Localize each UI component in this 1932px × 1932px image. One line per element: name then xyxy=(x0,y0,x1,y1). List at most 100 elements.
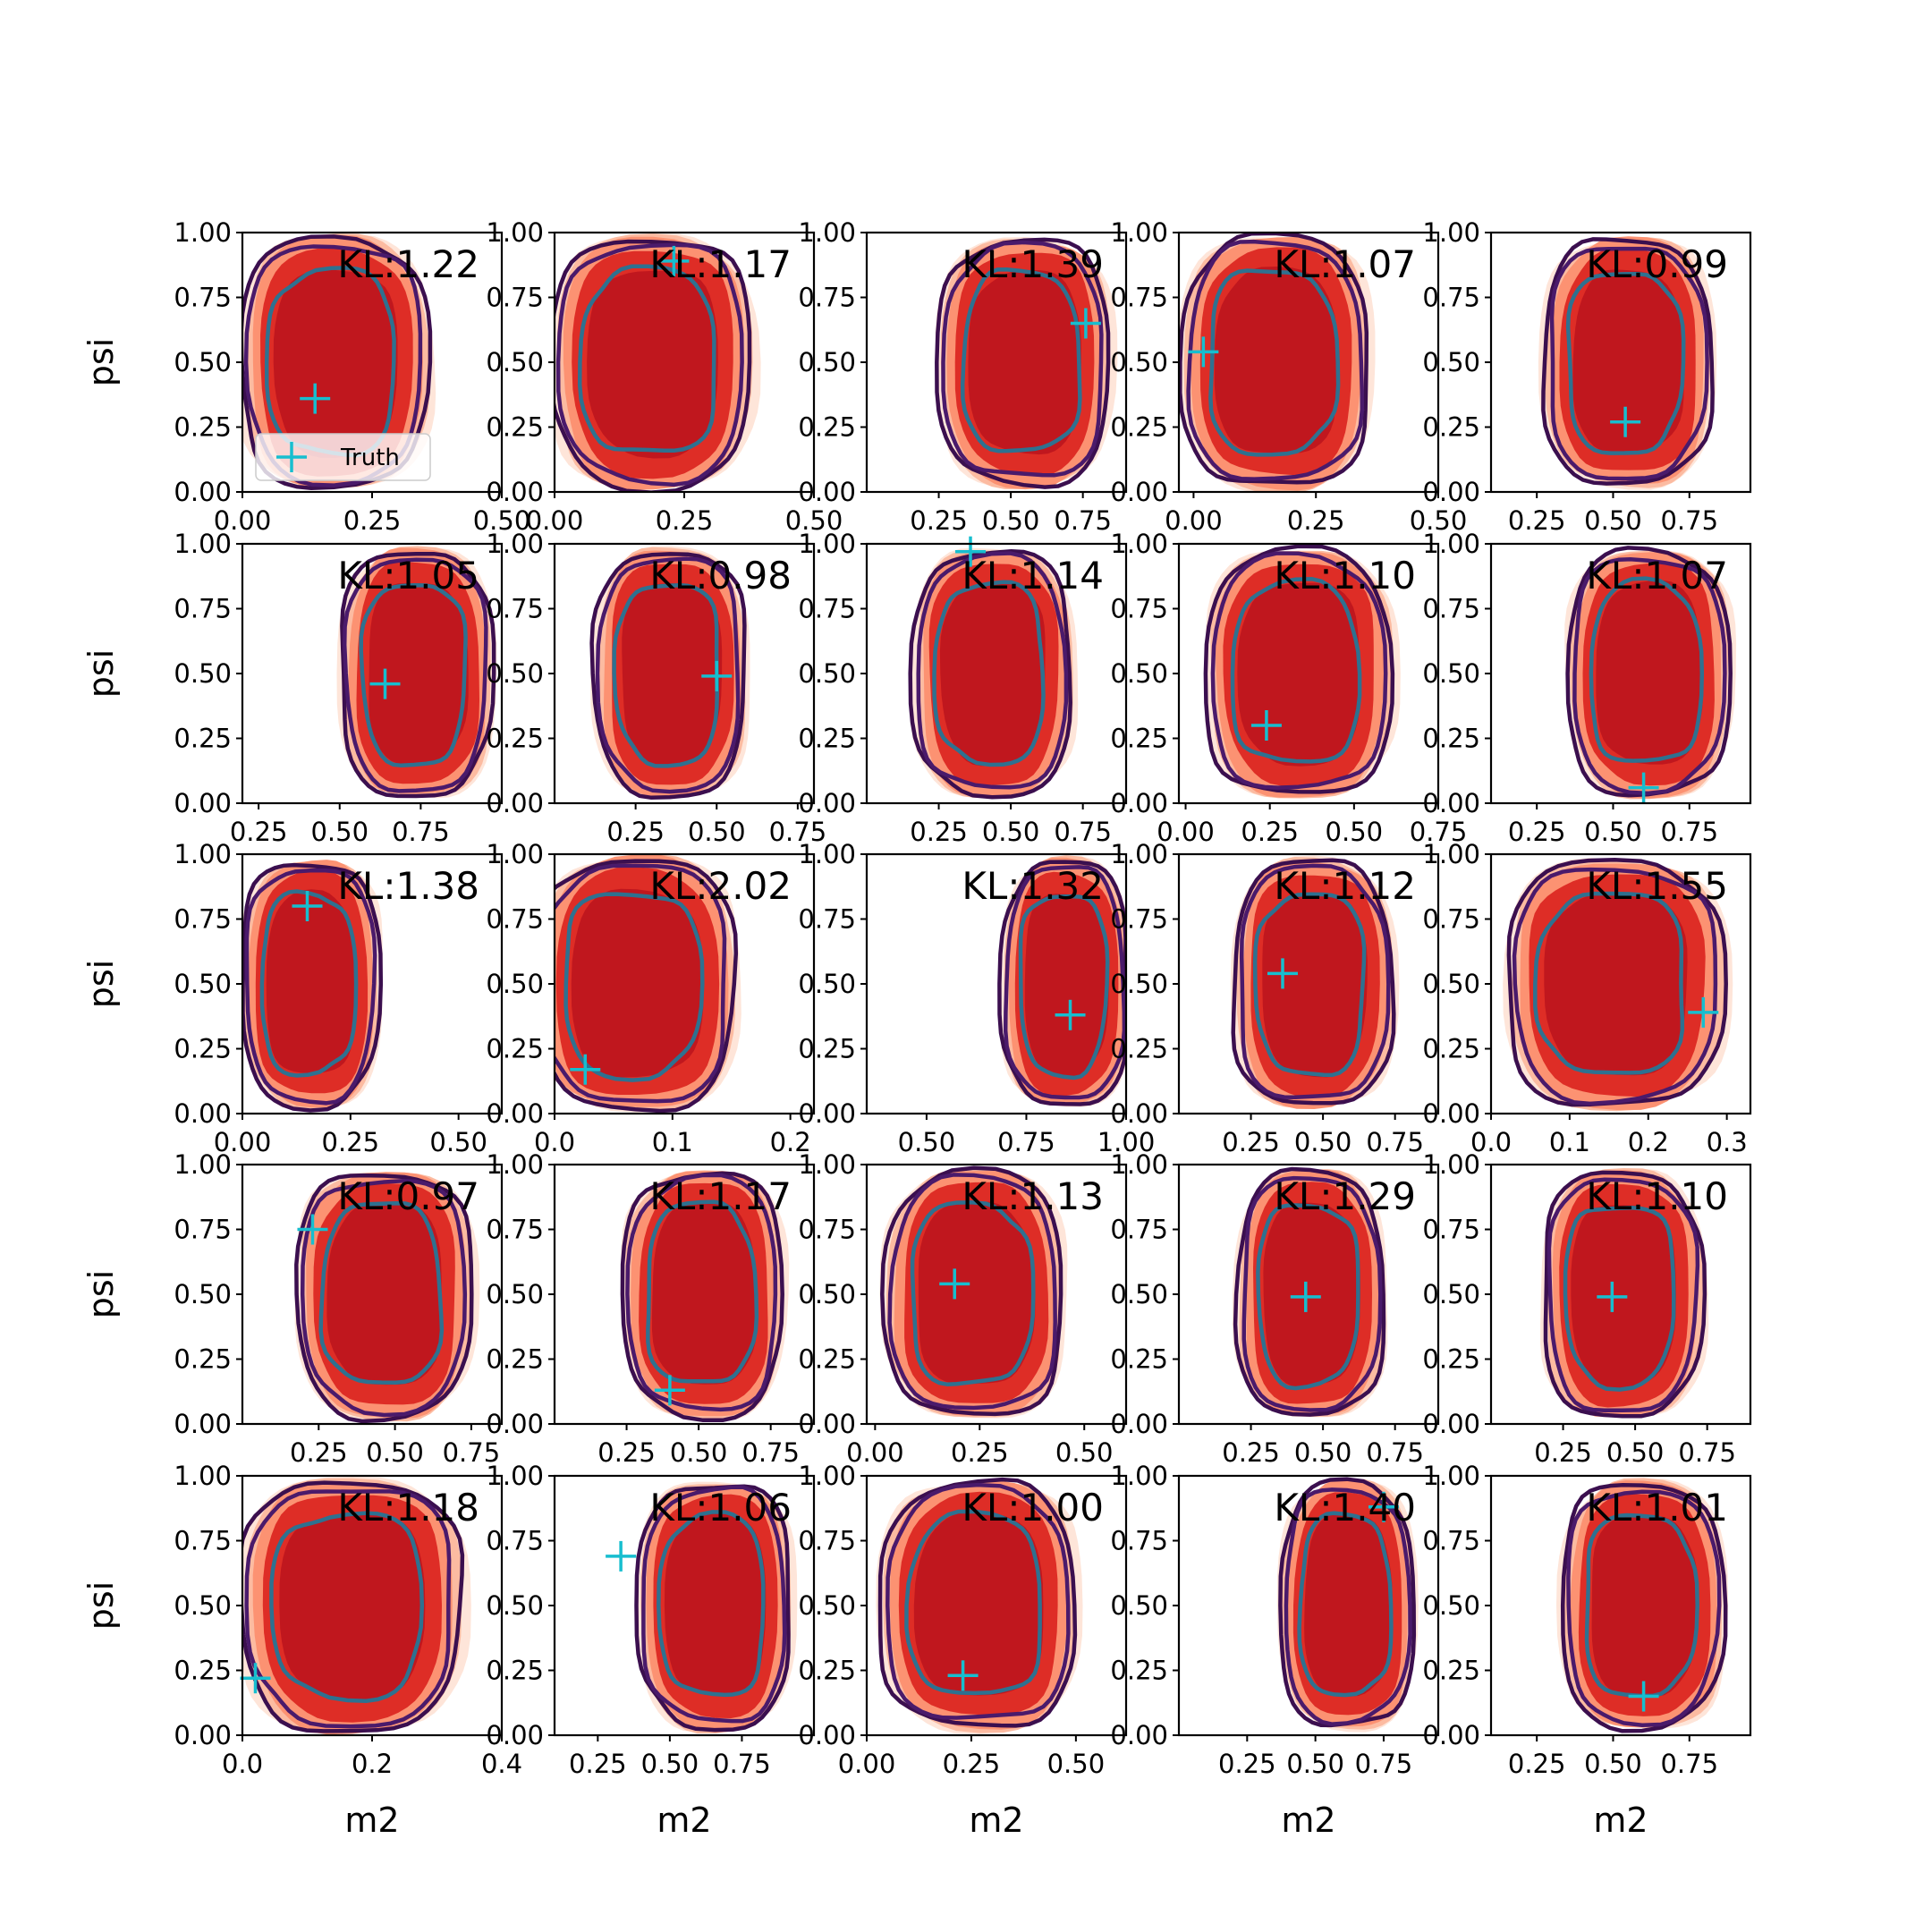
inner-contour-line xyxy=(1565,271,1686,455)
mid-contour-line xyxy=(641,1485,787,1724)
x-tick-label: 0.00 xyxy=(1157,817,1215,847)
mid-contour-line xyxy=(1239,863,1391,1099)
y-tick-label: 0.00 xyxy=(798,1098,856,1129)
truth-marker xyxy=(1188,336,1219,368)
outer-contour-line xyxy=(1506,858,1728,1107)
truth-marker xyxy=(1250,710,1282,741)
density-fill-level-4 xyxy=(622,583,723,766)
outer-contour-line xyxy=(880,1165,1063,1417)
kl-annotation: KL:1.12 xyxy=(1274,864,1416,908)
y-tick-label: 1.00 xyxy=(1110,839,1168,869)
density-fill-level-4 xyxy=(1596,580,1704,765)
outer-contour-line xyxy=(589,552,747,801)
x-tick-label: 0.25 xyxy=(1222,1127,1280,1157)
y-tick-label: 0.50 xyxy=(1422,969,1480,999)
x-tick-label: 0.50 xyxy=(785,505,843,536)
truth-marker xyxy=(606,1540,637,1572)
x-tick-label: 0.25 xyxy=(606,817,665,847)
subplot-r1-c2: 0.00 0.25 0.50 0.75 1.00 0.25 0.50 0.75 KL:1.14 xyxy=(798,529,1128,847)
y-tick-label: 0.50 xyxy=(1422,1279,1480,1309)
density-fill-level-4 xyxy=(1262,894,1368,1078)
density-fill-level-4 xyxy=(918,1201,1036,1385)
y-tick-label: 1.00 xyxy=(486,529,544,559)
legend-box xyxy=(255,433,431,481)
density-layer xyxy=(935,237,1118,490)
x-tick-label: 0.00 xyxy=(1165,505,1223,536)
y-tick-label: 0.00 xyxy=(1422,477,1480,507)
inner-contour-line xyxy=(960,267,1082,453)
x-tick-label: 0.75 xyxy=(392,817,450,847)
density-layer xyxy=(555,233,761,492)
inner-contour-line xyxy=(1256,1203,1360,1391)
y-tick-label: 0.00 xyxy=(798,788,856,818)
truth-marker xyxy=(300,383,331,414)
subplot-r0-c4: 0.00 0.25 0.50 0.75 1.00 0.25 0.50 0.75 KL:0.99 xyxy=(1422,217,1752,536)
kl-annotation: KL:1.17 xyxy=(649,242,792,286)
y-axis-label: psi xyxy=(81,1581,121,1630)
y-tick-label: 0.50 xyxy=(174,969,232,999)
density-layer xyxy=(634,1481,798,1733)
x-tick-label: 0.75 xyxy=(1660,1749,1718,1779)
y-tick-label: 0.25 xyxy=(174,1344,232,1375)
y-tick-label: 0.50 xyxy=(486,658,544,689)
mid-contour-line xyxy=(941,240,1104,478)
inner-contour-line xyxy=(1533,891,1685,1075)
x-tick-label: 0.0 xyxy=(1470,1127,1512,1157)
kl-annotation: KL:1.06 xyxy=(649,1486,792,1530)
y-tick-label: 1.00 xyxy=(1110,529,1168,559)
kl-annotation: KL:1.10 xyxy=(1586,1174,1728,1218)
density-fill-level-4 xyxy=(651,1202,758,1385)
y-tick-label: 0.75 xyxy=(1422,594,1480,624)
subplot-r2-c4: 0.00 0.25 0.50 0.75 1.00 0.0 0.1 0.2 0.3 KL:1.55 xyxy=(1422,839,1752,1157)
x-axis-label: m2 xyxy=(969,1801,1023,1840)
y-tick-label: 0.25 xyxy=(1422,1656,1480,1686)
y-axis-label: psi xyxy=(81,649,121,698)
kl-annotation: KL:0.97 xyxy=(337,1174,479,1218)
y-tick-label: 0.50 xyxy=(798,1279,856,1309)
mid-contour-line xyxy=(342,557,488,793)
x-tick-label: 0.50 xyxy=(1326,817,1384,847)
y-tick-label: 0.50 xyxy=(174,1279,232,1309)
density-fill-level-4 xyxy=(279,1513,426,1701)
y-tick-label: 0.75 xyxy=(174,1526,232,1556)
y-tick-label: 0.00 xyxy=(174,1409,232,1439)
inner-contour-line xyxy=(1584,1513,1699,1699)
y-tick-label: 0.25 xyxy=(174,1656,232,1686)
y-tick-label: 0.00 xyxy=(1110,1409,1168,1439)
y-tick-label: 1.00 xyxy=(1110,1461,1168,1491)
x-tick-label: 0.00 xyxy=(846,1437,904,1468)
inner-contour-line xyxy=(1230,576,1362,764)
y-tick-label: 1.00 xyxy=(1422,217,1480,248)
outer-contour-line xyxy=(997,860,1126,1106)
outer-contour-line xyxy=(1231,858,1396,1106)
y-tick-label: 0.75 xyxy=(486,1215,544,1245)
y-tick-label: 0.75 xyxy=(1110,1526,1168,1556)
x-tick-label: 0.25 xyxy=(1508,505,1566,536)
y-tick-label: 1.00 xyxy=(1422,839,1480,869)
truth-marker xyxy=(1688,996,1719,1028)
x-tick-label: 0.50 xyxy=(982,505,1040,536)
kl-annotation: KL:1.55 xyxy=(1586,864,1728,908)
truth-marker xyxy=(369,668,401,699)
density-layer xyxy=(242,860,384,1113)
outer-contour-line xyxy=(1541,237,1715,486)
subplot-r2-c3: 0.00 0.25 0.50 0.75 1.00 0.25 0.50 0.75 KL:1.12 xyxy=(1110,839,1440,1157)
y-tick-label: 0.75 xyxy=(1110,283,1168,313)
x-tick-label: 1.00 xyxy=(1097,1127,1156,1157)
truth-marker xyxy=(1267,958,1298,989)
truth-marker xyxy=(1628,1681,1659,1712)
outer-contour-line xyxy=(1543,1170,1707,1419)
inner-contour-line xyxy=(1018,894,1110,1080)
y-tick-label: 0.25 xyxy=(798,1034,856,1064)
y-tick-label: 0.00 xyxy=(174,788,232,818)
mid-contour-line xyxy=(625,1173,778,1412)
x-tick-label: 0.75 xyxy=(443,1437,501,1468)
density-fill-level-4 xyxy=(1237,582,1360,767)
y-tick-label: 0.50 xyxy=(1110,969,1168,999)
density-fill-level-4 xyxy=(664,1512,767,1697)
mid-contour-line xyxy=(1210,551,1388,790)
inner-contour-line xyxy=(1252,892,1367,1078)
y-axis-label: psi xyxy=(81,1270,121,1318)
density-layer xyxy=(1179,233,1376,492)
y-tick-label: 0.00 xyxy=(1422,1098,1480,1129)
